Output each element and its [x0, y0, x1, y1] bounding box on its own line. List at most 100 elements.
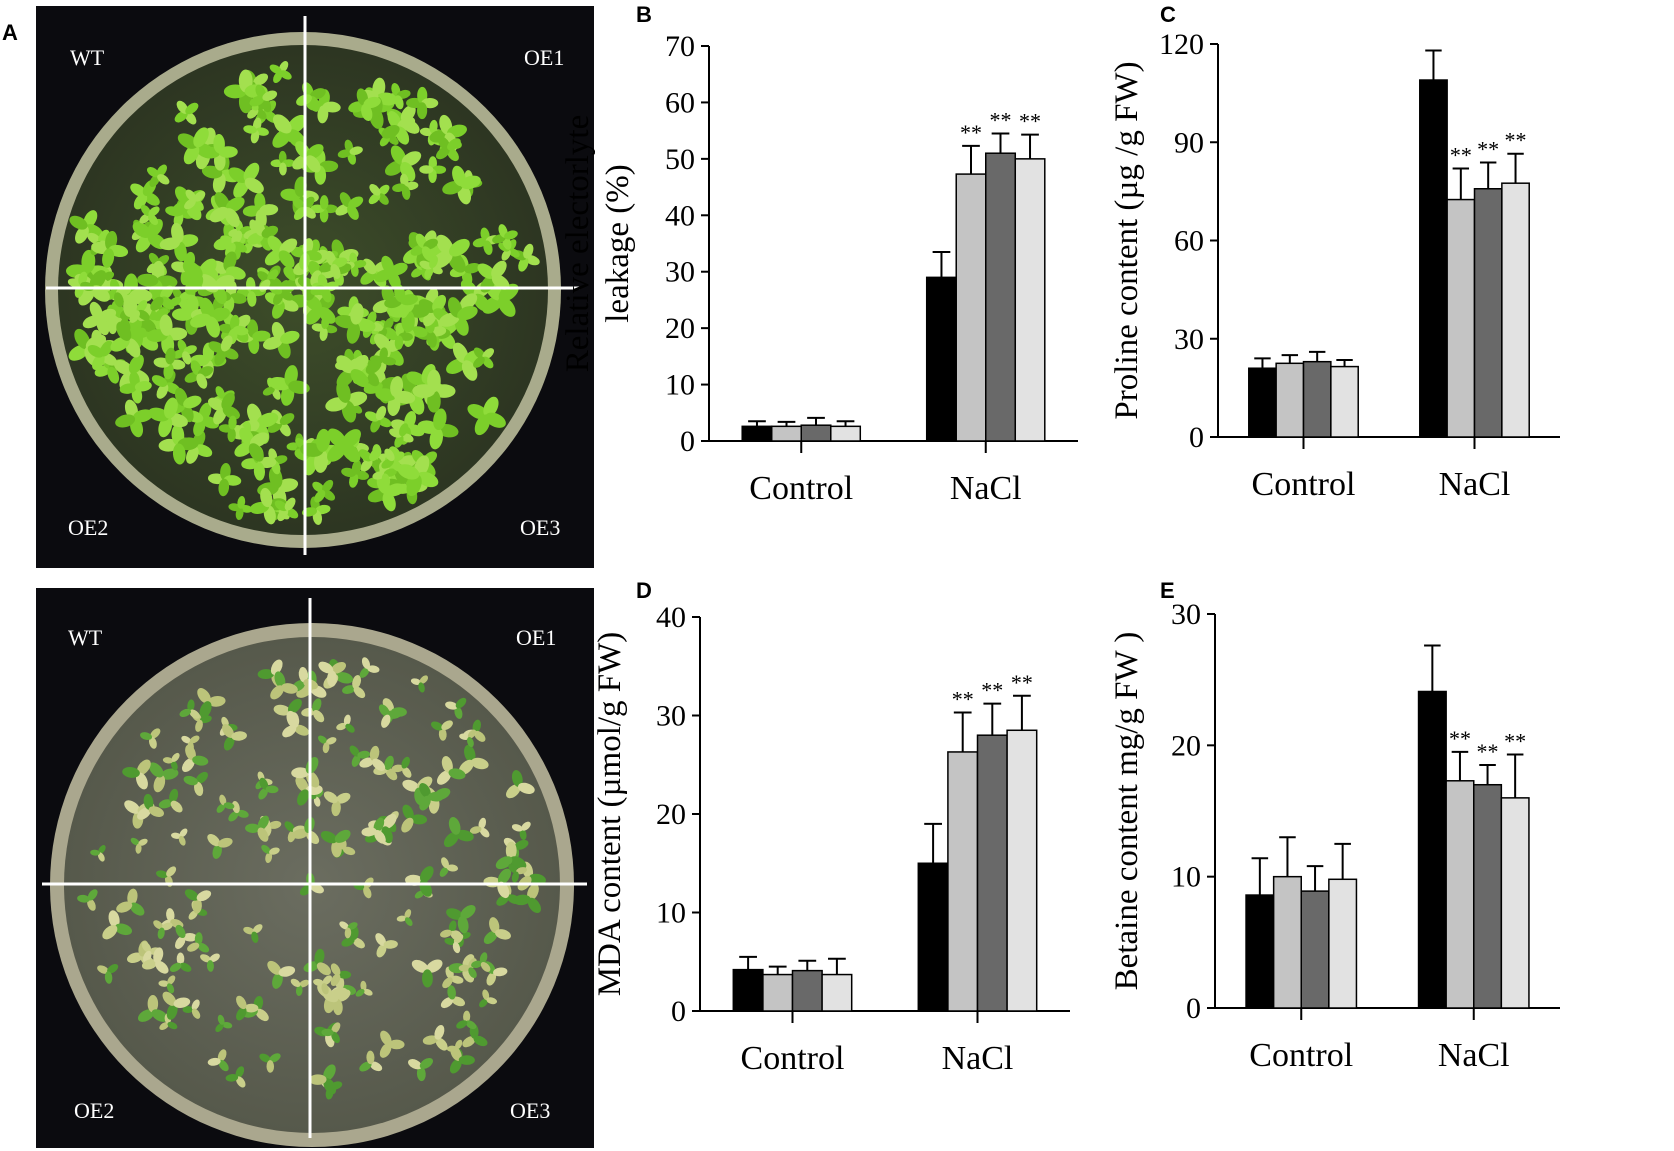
seedling-leaf — [150, 296, 164, 311]
seedling-leaf — [436, 147, 450, 160]
seedling-leaf — [166, 1003, 178, 1020]
seedling-leaf — [416, 1066, 426, 1082]
significance-marker: ** — [1011, 670, 1033, 695]
seedling-leaf — [243, 1003, 259, 1013]
seedling-leaf — [212, 843, 222, 859]
y-tick-label: 60 — [665, 86, 695, 119]
seedling-leaf — [155, 960, 169, 974]
seedling-leaf — [261, 225, 279, 238]
significance-marker: ** — [960, 120, 982, 145]
y-tick-label: 30 — [665, 256, 695, 289]
seedling-leaf — [483, 930, 498, 945]
seedling-leaf — [223, 802, 235, 810]
seedling-leaf — [497, 868, 512, 885]
seedlings-control — [65, 61, 540, 525]
seedling-leaf — [113, 292, 124, 308]
seedling-leaf — [198, 258, 217, 279]
y-tick-label: 70 — [665, 30, 695, 63]
seedling-leaf — [514, 839, 529, 850]
seedling-leaf — [143, 793, 154, 810]
seedling-leaf — [327, 428, 347, 448]
seedling-leaf — [477, 263, 496, 279]
seedling-leaf — [194, 781, 204, 797]
seedling-leaf — [491, 274, 510, 290]
seedling-leaf — [257, 271, 270, 283]
x-category-label: Control — [741, 1040, 845, 1077]
seedling-leaf — [373, 817, 385, 833]
seedling-leaf — [187, 699, 195, 712]
seedling-leaf — [366, 1050, 375, 1065]
seedling-leaf — [161, 922, 173, 931]
seedling-leaf — [441, 857, 449, 869]
bar-oe1-nacl — [947, 751, 979, 1012]
seedling-leaf — [367, 665, 380, 673]
seedling-leaf — [228, 811, 239, 822]
bar-oe2-nacl — [1473, 188, 1503, 438]
seedling-leaf — [193, 191, 206, 202]
seedling-leaf — [486, 997, 498, 1005]
seedling-leaf — [89, 301, 103, 320]
seedling-leaf — [347, 922, 358, 930]
x-category-label: Control — [749, 470, 853, 507]
seedling-leaf — [265, 852, 273, 863]
seedling-leaf — [136, 772, 148, 790]
significance-marker: ** — [1504, 729, 1526, 754]
seedling-leaf — [182, 351, 192, 365]
seedling-leaf — [516, 867, 527, 875]
seedling-leaf — [235, 1066, 245, 1079]
seedling-leaf — [401, 766, 412, 778]
seedling-leaf — [151, 1009, 168, 1022]
seedling-leaf — [262, 90, 278, 101]
seedling-leaf — [308, 1074, 327, 1085]
seedling-leaf — [527, 897, 542, 914]
seedling-leaf — [257, 815, 270, 830]
seedling-leaf — [528, 873, 546, 885]
seedling-leaf — [100, 340, 113, 357]
y-tick-label: 20 — [665, 312, 695, 345]
chart-electrolyte-leakage: 0 10 20 30 40 50 60 70 Control NaCl ** ** ** Relative… — [560, 30, 1078, 507]
seedling-leaf — [207, 834, 221, 847]
seedling-leaf — [463, 1010, 471, 1023]
seedling-leaf — [317, 105, 329, 124]
seedling-leaf — [132, 222, 151, 239]
seedling-leaf — [247, 291, 257, 307]
seedling-leaf — [130, 837, 140, 846]
seedling-leaf — [360, 270, 376, 285]
y-tick-label: 30 — [1171, 598, 1201, 631]
seedling-leaf — [378, 704, 390, 717]
seedling-leaf — [176, 952, 185, 966]
seedling-leaf — [228, 167, 248, 184]
seedling-leaf — [318, 661, 334, 674]
seedling-leaf — [455, 1039, 463, 1050]
seedling-leaf — [98, 845, 106, 854]
seedling-leaf — [323, 791, 338, 804]
seedling-leaf — [244, 177, 264, 194]
seedling-leaf — [320, 831, 338, 844]
seedling-leaf — [369, 1061, 383, 1072]
seedling-leaf — [384, 755, 394, 770]
seedling-leaf — [181, 758, 195, 772]
seedling-leaf — [359, 1061, 372, 1072]
seedling-leaf — [223, 735, 235, 751]
seedling-leaf — [363, 886, 372, 899]
panel-label-d: D — [636, 578, 652, 603]
seedling-leaf — [138, 838, 148, 846]
seedling-leaf — [222, 724, 234, 738]
seedling-leaf — [158, 799, 173, 809]
seedling-leaf — [410, 814, 428, 825]
seedling-leaf — [396, 915, 407, 922]
seedling-leaf — [199, 701, 212, 718]
seedling-leaf — [148, 206, 160, 217]
bar-oe2-nacl — [985, 152, 1017, 442]
seedling-leaf — [162, 991, 177, 1006]
panel-label-a: A — [2, 20, 18, 45]
seedling-leaf — [141, 959, 158, 970]
seedling-leaf — [160, 768, 179, 780]
seedling-leaf — [350, 926, 359, 941]
seedling-leaf — [504, 230, 518, 240]
seedling-leaf — [187, 942, 200, 952]
seedling-leaf — [451, 996, 466, 1007]
seedling-leaf — [445, 701, 458, 710]
